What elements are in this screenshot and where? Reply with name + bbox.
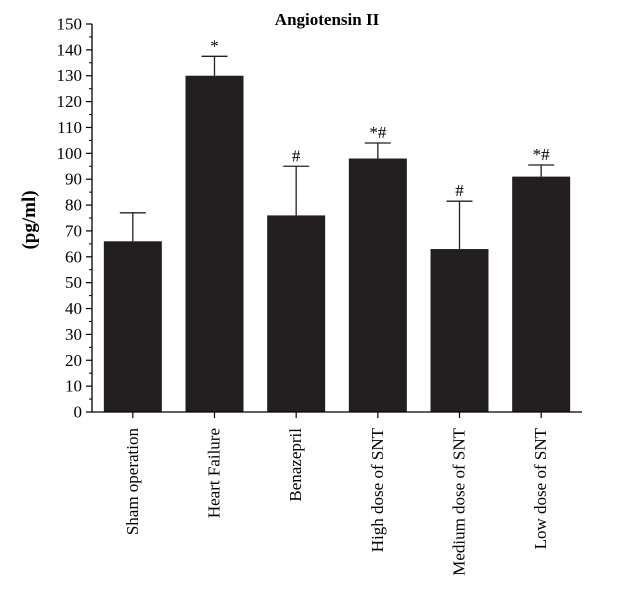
y-tick-label: 50 <box>65 273 82 292</box>
bar <box>267 215 326 412</box>
y-tick-label: 140 <box>57 40 83 59</box>
chart-title: Angiotensin II <box>275 10 380 29</box>
y-tick-label: 150 <box>57 15 83 34</box>
x-tick-label: Benazepril <box>286 428 305 502</box>
y-tick-label: 70 <box>65 221 82 240</box>
significance-marker: # <box>455 181 464 200</box>
y-tick-label: 60 <box>65 247 82 266</box>
y-tick-label: 90 <box>65 170 82 189</box>
bar <box>430 249 489 412</box>
bar <box>512 176 571 412</box>
bar <box>103 241 162 412</box>
x-tick-label: Low dose of SNT <box>531 427 550 549</box>
y-tick-label: 80 <box>65 196 82 215</box>
axes <box>91 24 582 413</box>
bars <box>103 75 571 412</box>
y-axis-label: (pg/ml) <box>19 190 40 249</box>
significance-marker: # <box>292 146 301 165</box>
x-tick-label: High dose of SNT <box>368 427 387 552</box>
x-tick-label: Heart Failure <box>205 428 224 518</box>
y-tick-label: 40 <box>65 299 82 318</box>
significance-marker: *# <box>369 123 387 142</box>
y-tick-label: 0 <box>74 403 83 422</box>
significance-marker: *# <box>533 145 551 164</box>
bar <box>185 75 244 412</box>
error-bars <box>119 55 555 250</box>
y-tick-label: 130 <box>57 66 83 85</box>
significance-markers: *#*##*# <box>210 36 550 200</box>
y-tick-label: 120 <box>57 92 83 111</box>
x-tick-label: Sham operation <box>123 428 142 536</box>
significance-marker: * <box>210 36 219 55</box>
y-tick-label: 100 <box>57 144 83 163</box>
y-tick-label: 30 <box>65 325 82 344</box>
y-tick-label: 10 <box>65 377 82 396</box>
x-axis-tick-labels: Sham operation Heart Failure Benazepril Hig… <box>123 412 550 576</box>
x-tick-label: Medium dose of SNT <box>450 427 469 575</box>
y-tick-label: 20 <box>65 351 82 370</box>
y-axis-ticks: 0 10 20 30 40 50 60 70 80 90 100 110 120 130 140 150 <box>57 15 92 422</box>
y-tick-label: 110 <box>57 118 82 137</box>
bar <box>348 158 407 412</box>
